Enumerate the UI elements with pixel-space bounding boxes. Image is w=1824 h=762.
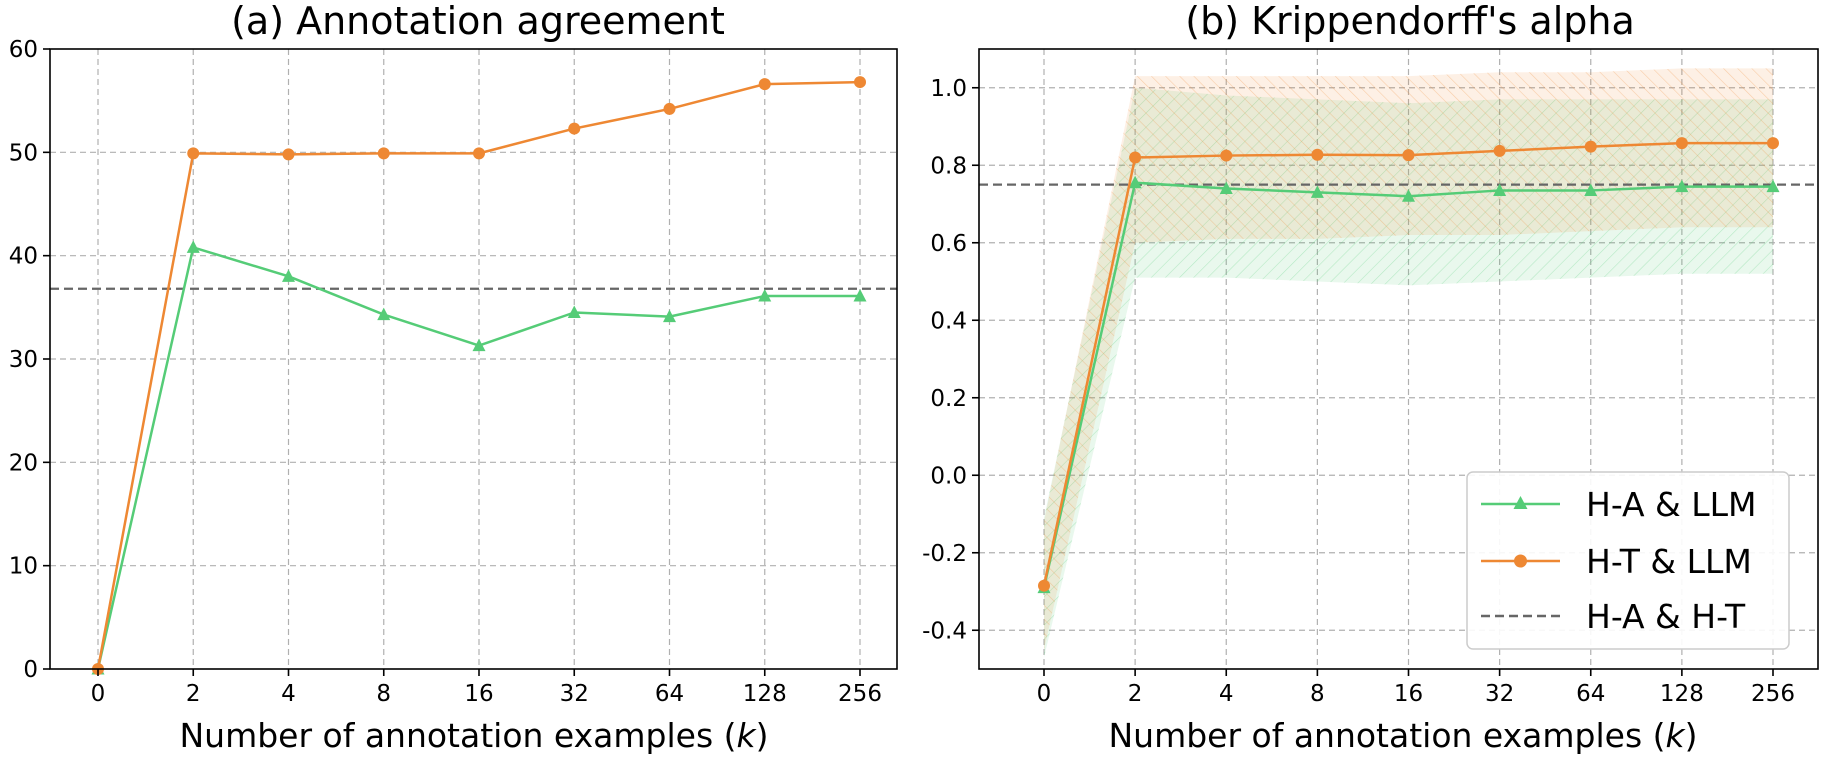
bands-b bbox=[1044, 68, 1773, 658]
x-tick-label: 16 bbox=[1394, 681, 1423, 707]
x-axis-title-b: Number of annotation examples (k) bbox=[1108, 716, 1697, 755]
data-point-ht-llm bbox=[377, 147, 390, 160]
x-axis-title-b-end: ) bbox=[1685, 716, 1698, 755]
x-axis-title-a-main: Number of annotation examples ( bbox=[179, 716, 736, 755]
y-tick-label: 0.4 bbox=[930, 308, 967, 334]
x-tick-label: 0 bbox=[91, 681, 106, 707]
x-axis-title-a-var: k bbox=[737, 716, 758, 755]
data-point-ha-llm bbox=[1128, 175, 1142, 189]
data-point-ha-llm bbox=[1310, 185, 1324, 198]
y-ticks-a: 0 10 20 30 40 50 60 bbox=[9, 37, 50, 683]
panel-krippendorff-alpha: (b) Krippendorff's alpha 0 2 4 8 16 32 64 128 25… bbox=[922, 0, 1819, 755]
x-axis-title-b-var: k bbox=[1666, 716, 1687, 755]
y-tick-label: 0.0 bbox=[930, 463, 967, 489]
y-tick-label: 0.6 bbox=[930, 231, 967, 257]
data-point-ht-llm bbox=[1584, 140, 1597, 153]
x-tick-label: 32 bbox=[1485, 681, 1514, 707]
chart-title-b: (b) Krippendorff's alpha bbox=[1185, 0, 1635, 43]
legend-entry-ha-ht: H-A & H-T bbox=[1481, 597, 1746, 636]
legend-triangle-marker bbox=[1513, 496, 1528, 509]
data-point-ht-llm bbox=[854, 76, 866, 89]
x-tick-label: 32 bbox=[560, 681, 589, 707]
data-point-ha-llm bbox=[758, 288, 772, 302]
data-point-ht-llm bbox=[1038, 579, 1050, 592]
x-axis-title-a-end: ) bbox=[756, 716, 769, 755]
legend-entry-ht-llm: H-T & LLM bbox=[1481, 542, 1752, 581]
legend-circle-marker bbox=[1514, 554, 1527, 568]
data-point-ht-llm bbox=[1767, 137, 1779, 150]
y-tick-label: 40 bbox=[9, 244, 38, 270]
confidence-band-hatch-ht-llm bbox=[1044, 68, 1773, 650]
x-tick-label: 8 bbox=[376, 681, 391, 707]
data-point-ht-llm bbox=[187, 147, 200, 160]
legend-entry-ha-llm: H-A & LLM bbox=[1481, 485, 1757, 524]
legend-box bbox=[1466, 471, 1790, 650]
y-tick-label: 0 bbox=[23, 657, 38, 683]
data-point-ha-llm bbox=[186, 240, 200, 253]
grid-a bbox=[50, 49, 897, 669]
y-tick-label: -0.4 bbox=[922, 618, 967, 644]
data-point-ha-llm bbox=[1219, 181, 1233, 194]
data-point-ha-llm bbox=[1675, 179, 1689, 193]
legend-label-ha-ht: H-A & H-T bbox=[1586, 597, 1746, 636]
y-tick-label: 0.2 bbox=[930, 386, 967, 412]
data-point-ha-llm bbox=[663, 309, 676, 323]
data-point-ht-llm bbox=[1311, 148, 1324, 161]
y-tick-label: 50 bbox=[9, 140, 38, 166]
y-tick-label: 60 bbox=[9, 37, 38, 63]
x-tick-label: 2 bbox=[1128, 681, 1143, 707]
data-point-ha-llm bbox=[472, 338, 486, 352]
data-point-ht-llm bbox=[568, 122, 581, 135]
x-tick-label: 16 bbox=[464, 681, 493, 707]
x-ticks-b: 0 2 4 8 16 32 64 128 256 bbox=[1037, 669, 1795, 707]
x-ticks-a: 0 2 4 8 16 32 64 128 256 bbox=[91, 669, 882, 707]
y-ticks-b: -0.4 -0.2 0.0 0.2 0.4 0.6 0.8 1.0 bbox=[922, 76, 979, 644]
y-tick-label: 30 bbox=[9, 347, 38, 373]
y-tick-label: 20 bbox=[9, 450, 38, 476]
x-tick-label: 4 bbox=[1219, 681, 1234, 707]
data-point-ha-llm bbox=[1584, 183, 1598, 196]
series-a bbox=[91, 76, 867, 675]
data-point-ha-llm bbox=[1766, 179, 1780, 193]
data-point-ht-llm bbox=[1402, 149, 1415, 162]
x-tick-label: 128 bbox=[1660, 681, 1704, 707]
x-tick-label: 0 bbox=[1037, 681, 1052, 707]
data-point-ht-llm bbox=[758, 78, 771, 91]
x-axis-title-a: Number of annotation examples (k) bbox=[179, 716, 768, 755]
x-axis-title-b-main: Number of annotation examples ( bbox=[1108, 716, 1665, 755]
x-tick-label: 256 bbox=[838, 681, 882, 707]
data-point-ht-llm bbox=[663, 102, 676, 115]
data-point-ht-llm bbox=[1220, 149, 1233, 162]
data-point-ha-llm bbox=[1493, 183, 1507, 196]
data-point-ha-llm bbox=[377, 307, 391, 321]
data-point-ha-llm bbox=[853, 288, 867, 302]
chart-title-a: (a) Annotation agreement bbox=[231, 0, 725, 43]
data-point-ht-llm bbox=[473, 147, 485, 160]
data-point-ha-llm bbox=[1402, 189, 1415, 202]
x-tick-label: 2 bbox=[186, 681, 201, 707]
data-point-ht-llm bbox=[1129, 151, 1142, 164]
x-tick-label: 64 bbox=[655, 681, 684, 707]
data-point-ht-llm bbox=[1675, 137, 1688, 150]
data-point-ha-llm bbox=[282, 269, 295, 282]
plot-frame-b bbox=[978, 48, 1819, 670]
panel-annotation-agreement: (a) Annotation agreement 0 2 4 8 16 32 64 128 25… bbox=[9, 0, 898, 755]
x-tick-label: 128 bbox=[743, 681, 787, 707]
data-point-ht-llm bbox=[282, 148, 295, 161]
legend-label-ha-llm: H-A & LLM bbox=[1586, 485, 1757, 524]
y-tick-label: -0.2 bbox=[922, 541, 967, 567]
data-point-ha-llm bbox=[567, 305, 581, 318]
data-point-ht-llm bbox=[1493, 144, 1506, 157]
x-tick-label: 256 bbox=[1751, 681, 1795, 707]
y-tick-label: 0.8 bbox=[930, 153, 967, 179]
x-tick-label: 64 bbox=[1576, 681, 1605, 707]
legend: H-A & LLM H-T & LLM H-A & H-T bbox=[1466, 471, 1790, 650]
x-tick-label: 4 bbox=[281, 681, 296, 707]
series-b bbox=[1037, 137, 1780, 594]
y-tick-label: 10 bbox=[9, 554, 38, 580]
legend-label-ht-llm: H-T & LLM bbox=[1586, 542, 1752, 581]
x-tick-label: 8 bbox=[1310, 681, 1325, 707]
y-tick-label: 1.0 bbox=[930, 76, 967, 102]
